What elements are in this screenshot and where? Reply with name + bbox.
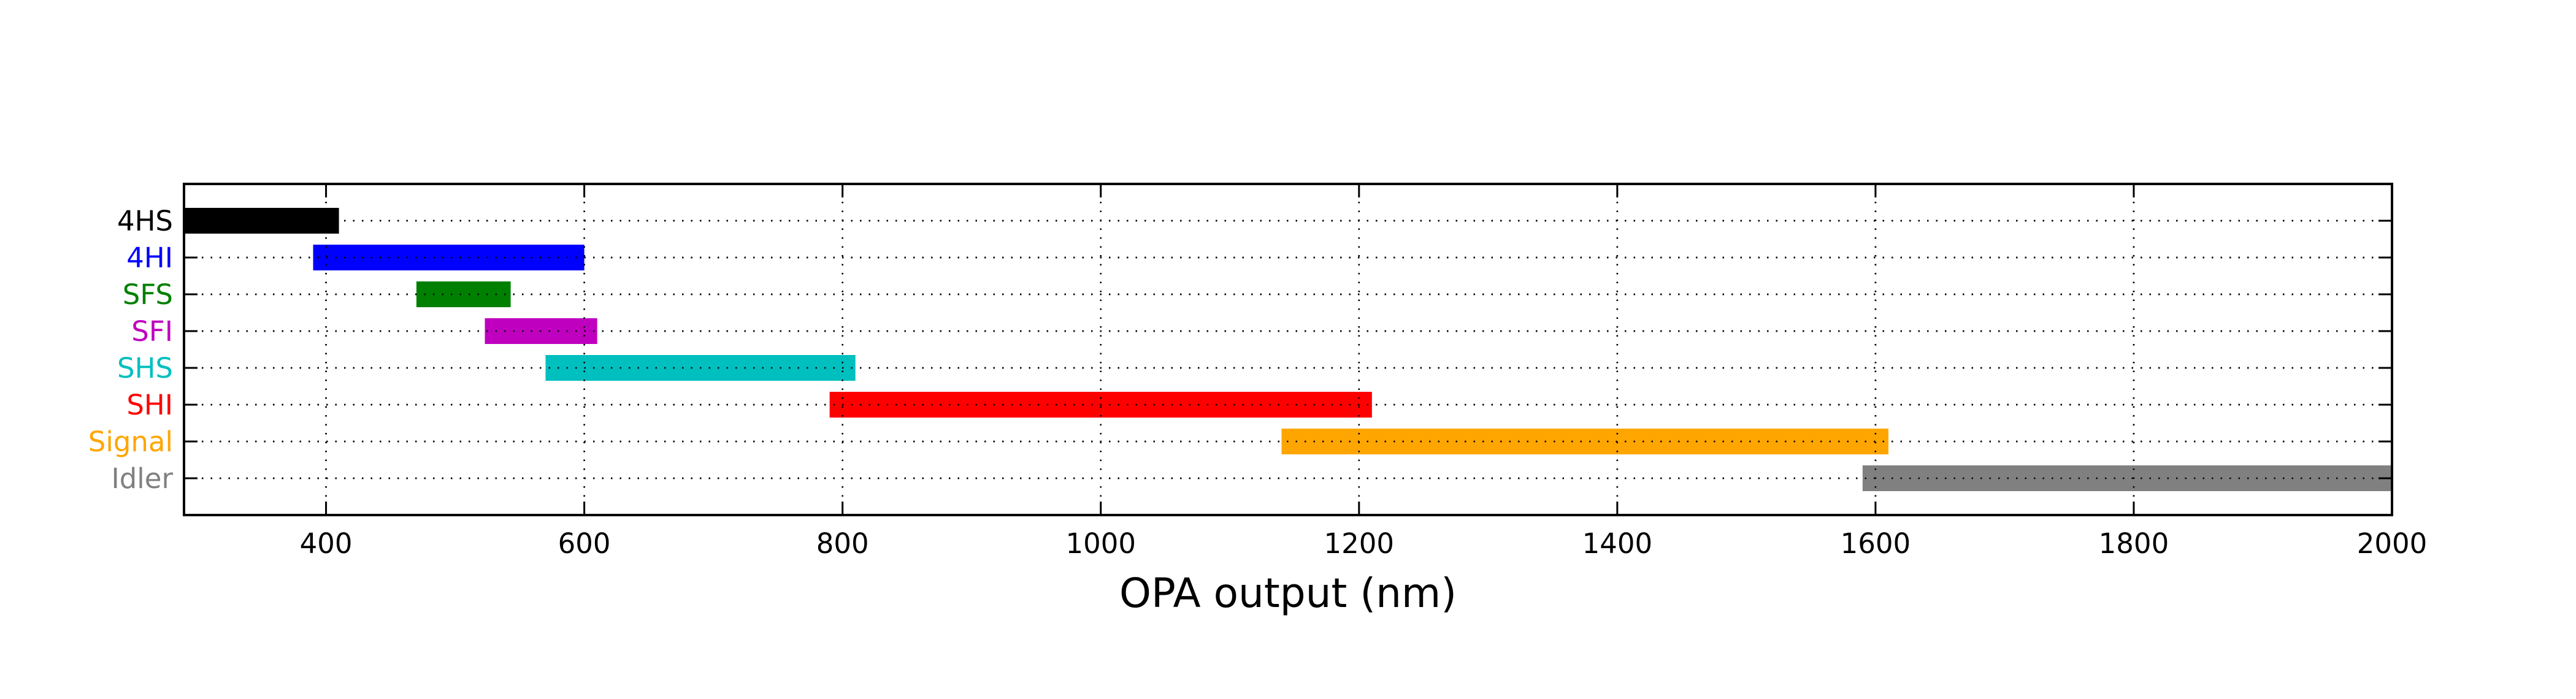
plot-frame: [183, 183, 2393, 516]
y-tick-label: SHI: [126, 389, 173, 421]
x-tick-label: 2000: [2357, 527, 2428, 560]
bars: [184, 208, 2392, 491]
x-tick-label: 1400: [1582, 527, 1653, 560]
bar-signal: [1281, 429, 1888, 454]
y-tick-label: Signal: [88, 426, 173, 458]
y-tick-label: Idler: [111, 462, 173, 495]
x-tick-label: 1200: [1324, 527, 1395, 560]
y-tick-label: SHS: [117, 352, 173, 384]
y-tick-label: SFI: [131, 315, 173, 348]
x-tick-label: 600: [558, 527, 611, 560]
y-tick-label: 4HS: [117, 205, 173, 237]
grid-overlay: [184, 184, 2393, 515]
x-tick-label: 1600: [1841, 527, 1911, 560]
x-tick-label: 1000: [1065, 527, 1136, 560]
x-axis-label: OPA output (nm): [1119, 570, 1457, 617]
labels: 400 600 800 1000 1200 1400 1600 1800 2000 4HS 4HI S…: [88, 205, 2428, 560]
x-tick-label: 800: [816, 527, 869, 560]
y-tick-label: 4HI: [126, 242, 173, 274]
x-tick-label: 400: [300, 527, 353, 560]
ticks: [184, 184, 2393, 515]
bar-4hs: [184, 208, 339, 234]
y-tick-label: SFS: [123, 278, 173, 311]
x-tick-label: 1800: [2099, 527, 2169, 560]
bar-4hi: [313, 245, 585, 270]
bar-idler: [1862, 465, 2392, 491]
bar-sfs: [416, 281, 511, 307]
